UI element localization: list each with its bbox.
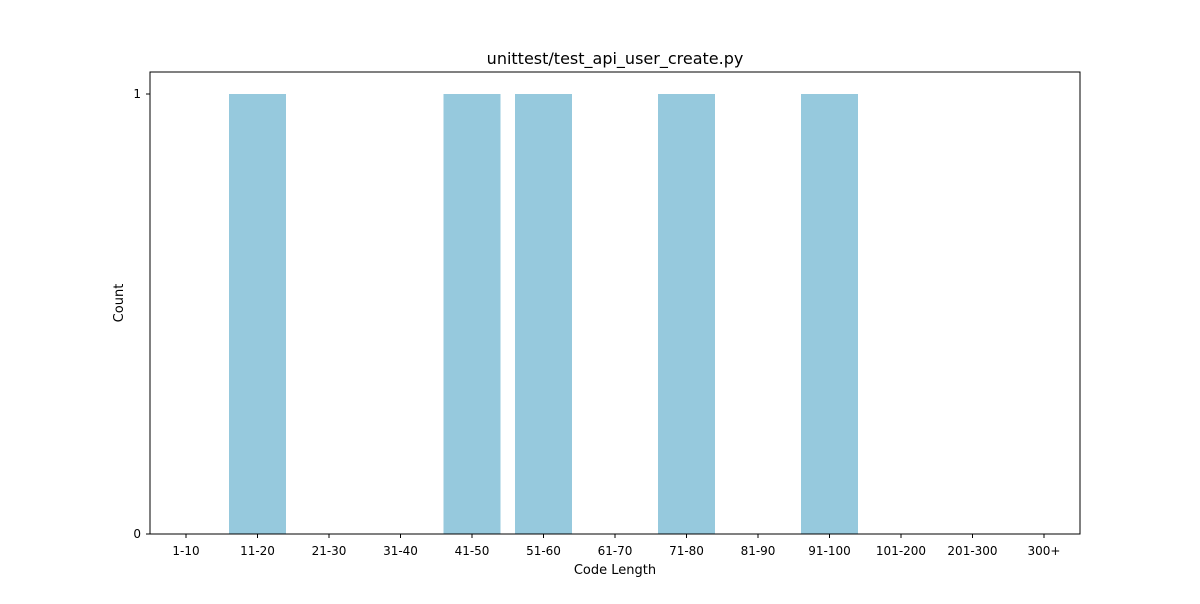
y-tick-label: 1 bbox=[133, 87, 141, 101]
bars-layer bbox=[229, 94, 858, 534]
x-tick-label: 61-70 bbox=[598, 544, 633, 558]
x-tick-label: 31-40 bbox=[383, 544, 418, 558]
x-tick-label: 91-100 bbox=[808, 544, 851, 558]
x-tick-label: 1-10 bbox=[172, 544, 199, 558]
x-ticks-layer: 1-10 11-20 21-30 31-40 41-50 51-60 61-70 71-80 8… bbox=[172, 534, 1060, 558]
bar-11-20 bbox=[229, 94, 286, 534]
x-axis-label: Code Length bbox=[574, 563, 656, 578]
bar-51-60 bbox=[515, 94, 572, 534]
bar-91-100 bbox=[801, 94, 858, 534]
x-tick-label: 21-30 bbox=[312, 544, 347, 558]
x-tick-label: 201-300 bbox=[947, 544, 997, 558]
y-axis-label: Count bbox=[112, 284, 127, 323]
plot-frame bbox=[149, 71, 1081, 535]
x-tick-label: 11-20 bbox=[240, 544, 275, 558]
bar-71-80 bbox=[658, 94, 715, 534]
y-tick-label: 0 bbox=[133, 527, 141, 541]
chart-title: unittest/test_api_user_create.py bbox=[487, 49, 744, 69]
x-tick-label: 300+ bbox=[1028, 544, 1061, 558]
bar-41-50 bbox=[443, 94, 501, 534]
y-ticks-layer: 01 bbox=[133, 87, 150, 541]
x-tick-label: 81-90 bbox=[741, 544, 776, 558]
x-tick-label: 51-60 bbox=[526, 544, 561, 558]
x-tick-label: 41-50 bbox=[455, 544, 490, 558]
x-tick-label: 101-200 bbox=[876, 544, 926, 558]
x-tick-label: 71-80 bbox=[669, 544, 704, 558]
